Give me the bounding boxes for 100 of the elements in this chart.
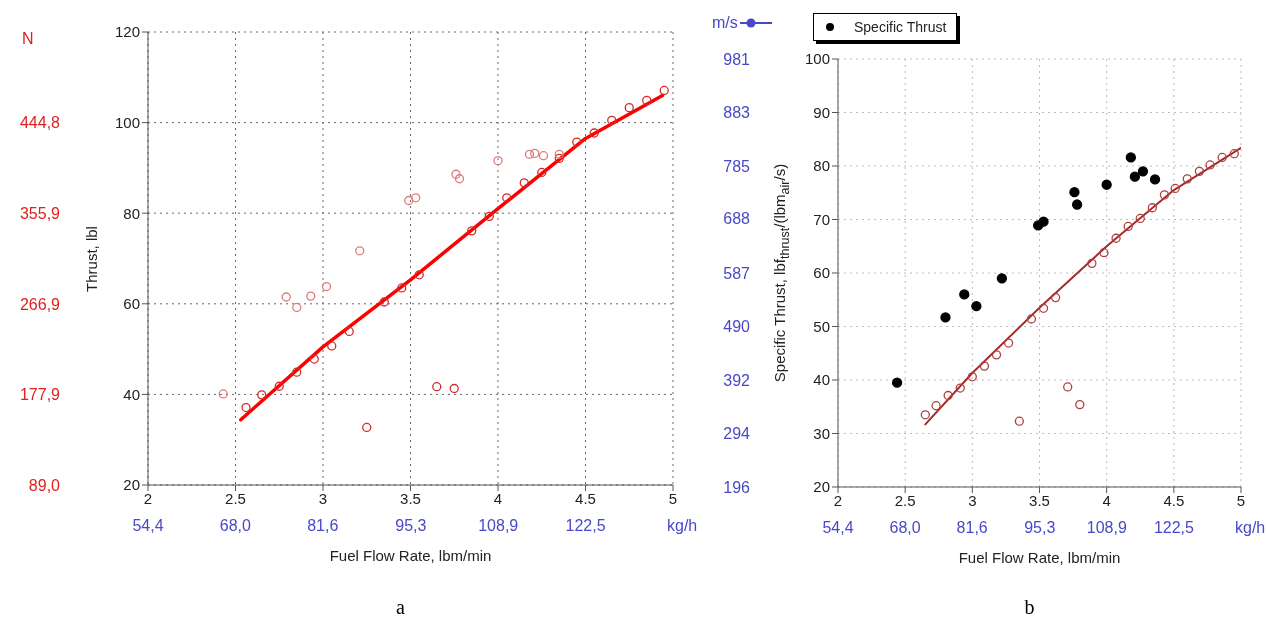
point: [967, 372, 977, 382]
x-tick-label: 3.5: [400, 489, 421, 507]
point: [554, 153, 564, 164]
point: [979, 361, 990, 371]
point: [362, 422, 372, 433]
y2-tick-label: 89,0: [28, 476, 61, 494]
y-tick-label: 70: [813, 210, 830, 228]
point: [1217, 152, 1227, 163]
point: [292, 302, 302, 313]
x-tick-label: 2: [143, 489, 153, 507]
point: [1159, 190, 1170, 200]
y2-tick-label: 981: [723, 50, 751, 68]
x2-tick-label: 95,3: [1024, 519, 1056, 537]
point: [241, 402, 251, 413]
y-tick-label: 80: [813, 157, 830, 175]
point: [1075, 399, 1085, 410]
x2-tick-label: 108,9: [1086, 519, 1127, 537]
point: [355, 246, 365, 256]
point: [493, 156, 503, 166]
x-tick-label: 3: [318, 489, 328, 507]
x-tick-label: 5: [668, 489, 678, 507]
point: [1229, 149, 1239, 159]
y2-tick-label: 294: [723, 425, 751, 443]
point: [1123, 221, 1133, 232]
point: [940, 312, 951, 323]
y2-tick-label: 587: [723, 265, 751, 283]
point: [920, 410, 930, 420]
x2-tick-label: 68,0: [889, 519, 921, 537]
point: [274, 381, 284, 391]
y2-axis-title: N: [22, 30, 34, 48]
point: [1087, 258, 1097, 269]
point: [943, 390, 953, 401]
point: [524, 149, 535, 159]
point: [1069, 187, 1080, 198]
y-tick-label: 80: [123, 204, 140, 222]
point: [572, 137, 582, 147]
y-tick-label: 100: [114, 113, 140, 131]
y-tick-label: 20: [123, 476, 140, 494]
x2-tick-label: 81,6: [956, 519, 988, 537]
x-axis-title: Fuel Flow Rate, lbm/min: [958, 549, 1121, 566]
point: [484, 211, 494, 222]
legend-label: Specific Thrust: [854, 19, 947, 35]
x2-axis-title: kg/h: [1235, 519, 1266, 537]
x2-tick-label: 108,9: [478, 517, 519, 535]
point: [309, 354, 319, 364]
x-tick-label: 2.5: [894, 491, 916, 509]
point: [321, 281, 332, 292]
point: [327, 341, 337, 351]
point: [451, 169, 461, 179]
point: [537, 167, 547, 178]
point: [1182, 174, 1192, 184]
point: [397, 283, 407, 293]
text: b: [1024, 596, 1035, 619]
point: [306, 291, 316, 301]
point: [959, 289, 970, 300]
y-tick-label: 20: [813, 478, 830, 496]
point: [1038, 303, 1049, 313]
y2-tick-label: 196: [723, 478, 751, 496]
point: [414, 270, 424, 280]
point: [624, 103, 634, 113]
y-tick-label: 60: [123, 295, 140, 313]
y2-axis-title: m/s: [712, 14, 738, 32]
y2-tick-label: 490: [723, 318, 751, 336]
x-tick-label: 3: [968, 491, 977, 509]
point: [344, 326, 354, 337]
x-tick-label: 3.5: [1029, 491, 1050, 509]
point: [996, 273, 1008, 284]
line-series: [924, 146, 1241, 426]
y-tick-label: 60: [813, 264, 830, 282]
x2-tick-label: 81,6: [307, 517, 339, 535]
y-tick-label: 30: [813, 424, 830, 442]
y-tick-label: 40: [813, 371, 830, 389]
point: [1050, 292, 1061, 303]
y2-tick-label: 266,9: [19, 295, 61, 313]
text: a: [396, 596, 405, 619]
point: [642, 95, 652, 106]
point: [931, 401, 941, 411]
point: [519, 178, 529, 188]
point: [955, 383, 965, 393]
point: [502, 193, 512, 203]
point: [971, 301, 982, 312]
x-tick-label: 4.5: [1163, 491, 1185, 509]
point: [281, 292, 291, 302]
y-tick-label: 50: [813, 317, 830, 335]
y2-tick-label: 392: [723, 371, 751, 389]
x-tick-label: 5: [1236, 491, 1246, 509]
point: [1071, 199, 1083, 210]
point: [1003, 338, 1014, 348]
point: [1038, 216, 1049, 227]
point: [891, 377, 903, 388]
point: [1170, 183, 1180, 194]
point: [1149, 174, 1161, 185]
y-tick-label: 40: [123, 385, 140, 403]
x-tick-label: 4: [493, 489, 503, 507]
y2-tick-label: 785: [723, 157, 751, 175]
point: [659, 85, 669, 96]
point: [538, 151, 549, 161]
point: [1135, 213, 1145, 224]
point: [218, 389, 228, 399]
y2-tick-label: 883: [723, 104, 751, 122]
